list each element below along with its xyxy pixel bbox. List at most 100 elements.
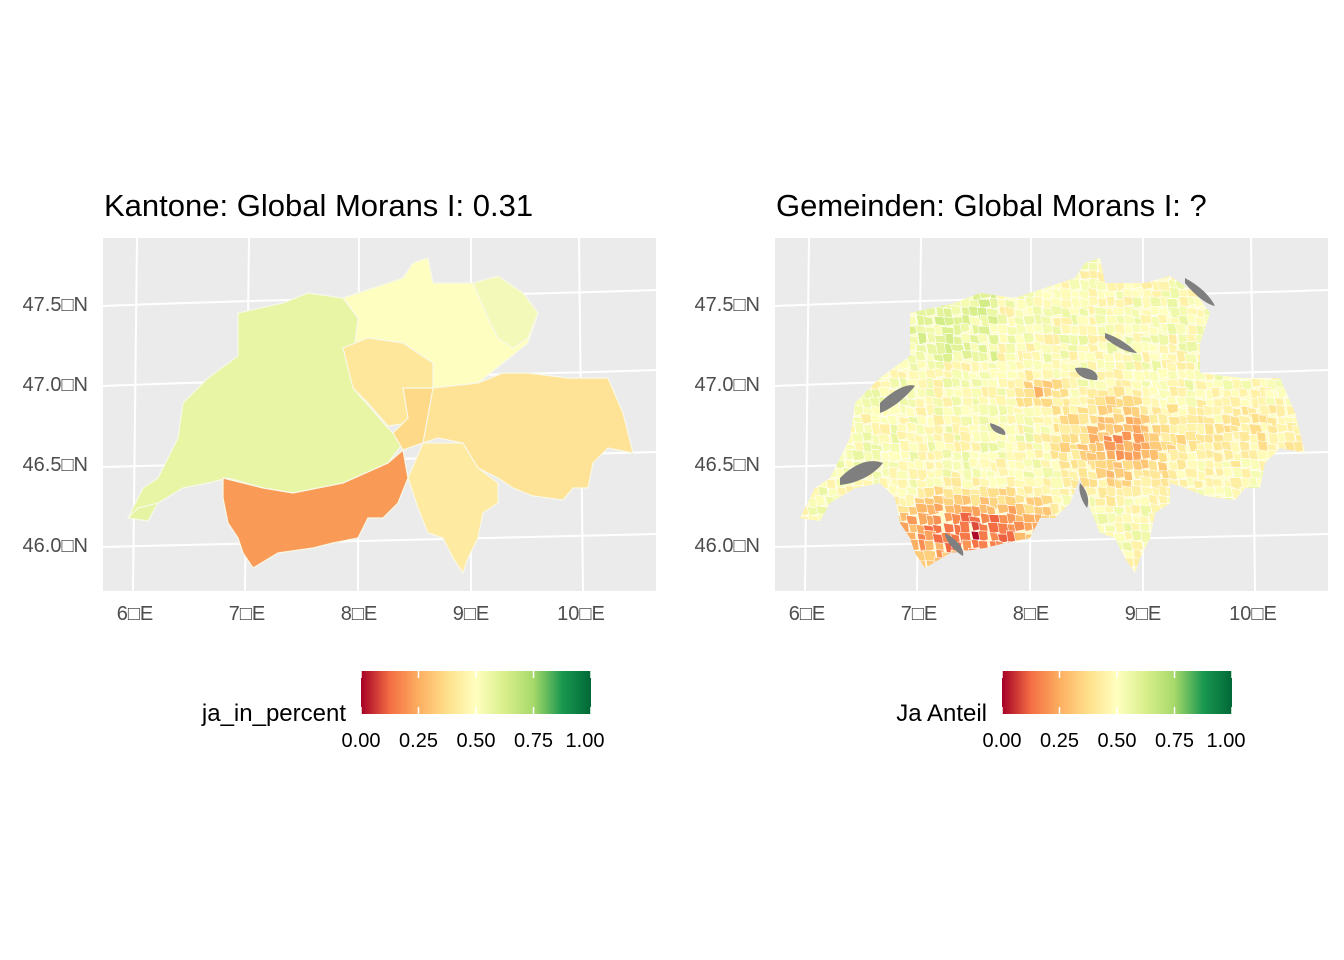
municipality-cell — [1158, 549, 1172, 563]
municipality-cell — [906, 577, 916, 588]
municipality-cell — [1049, 476, 1064, 491]
municipality-cell — [1058, 522, 1070, 537]
municipality-cell — [1202, 343, 1218, 356]
municipality-cell — [1311, 390, 1321, 403]
municipality-cell — [1221, 532, 1233, 547]
municipality-cell — [1139, 258, 1152, 265]
municipality-cell — [890, 287, 902, 299]
municipality-cell — [861, 305, 873, 319]
municipality-cell — [952, 451, 963, 462]
municipality-cell — [1061, 494, 1074, 507]
municipality-cell — [807, 386, 821, 399]
municipality-cell — [1301, 416, 1305, 428]
municipality-cell — [1258, 314, 1273, 330]
municipality-cell — [861, 479, 874, 491]
municipality-cell — [1276, 299, 1292, 312]
municipality-cell — [1176, 258, 1191, 268]
municipality-cell — [1193, 560, 1204, 573]
municipality-cell — [869, 548, 885, 563]
municipality-cell — [1202, 485, 1217, 497]
municipality-cell — [969, 577, 982, 587]
municipality-cell — [1294, 567, 1305, 573]
municipality-cell — [970, 360, 981, 374]
municipality-cell — [1007, 258, 1022, 269]
municipality-cell — [945, 579, 956, 591]
municipality-cell — [1077, 412, 1090, 426]
municipality-cell — [1294, 353, 1305, 367]
municipality-cell — [1275, 577, 1288, 587]
municipality-cell — [923, 316, 934, 327]
municipality-cell — [1075, 378, 1090, 389]
municipality-cell — [817, 333, 831, 346]
municipality-cell — [1220, 261, 1235, 275]
municipality-cell — [958, 520, 971, 536]
municipality-cell — [987, 262, 1001, 275]
municipality-cell — [925, 258, 938, 264]
municipality-cell — [952, 260, 967, 272]
municipality-cell — [1265, 279, 1276, 290]
municipality-cell — [898, 305, 914, 317]
municipality-cell — [1203, 359, 1217, 372]
municipality-cell — [800, 468, 803, 481]
map-title: Kantone: Global Morans I: 0.31 — [104, 188, 534, 223]
municipality-cell — [871, 298, 884, 309]
municipality-cell — [826, 277, 839, 289]
municipality-cell — [852, 297, 864, 311]
municipality-cell — [1283, 515, 1297, 528]
legend-tick-label: 0.50 — [456, 730, 496, 752]
municipality-cell — [806, 325, 820, 338]
municipality-cell — [980, 262, 991, 276]
municipality-cell — [1264, 352, 1279, 365]
municipality-cell — [817, 389, 829, 402]
municipality-cell — [879, 353, 894, 366]
municipality-cell — [824, 289, 837, 305]
municipality-cell — [1210, 387, 1221, 399]
municipality-cell — [1124, 578, 1137, 588]
municipality-cell — [942, 566, 954, 573]
municipality-cell — [1211, 359, 1225, 370]
municipality-cell — [845, 521, 856, 534]
municipality-cell — [1049, 502, 1060, 516]
municipality-cell — [961, 539, 973, 554]
municipality-cell — [1294, 331, 1305, 343]
municipality-cell — [800, 334, 813, 348]
municipality-cell — [800, 487, 805, 502]
municipality-cell — [1157, 451, 1168, 464]
municipality-cell — [1302, 323, 1305, 336]
municipality-cell — [834, 530, 849, 543]
municipality-cell — [827, 340, 841, 353]
municipality-cell — [859, 502, 872, 516]
municipality-cell — [1294, 577, 1306, 587]
municipality-cell — [1148, 449, 1160, 462]
municipality-cell — [1204, 262, 1214, 277]
municipality-cell — [1130, 271, 1143, 284]
municipality-cell — [859, 315, 873, 330]
municipality-cell — [1259, 287, 1273, 303]
municipality-cell — [1076, 512, 1087, 522]
y-tick-label: 47.0□N — [22, 374, 88, 396]
municipality-cell — [1024, 558, 1039, 571]
municipality-cell — [1214, 557, 1227, 568]
municipality-cell — [1086, 579, 1096, 590]
municipality-cell — [1095, 565, 1111, 573]
municipality-cell — [1221, 279, 1232, 290]
municipality-cell — [880, 578, 894, 589]
municipality-cell — [1302, 317, 1305, 329]
municipality-cell — [1204, 496, 1220, 510]
municipality-cell — [871, 260, 882, 274]
municipality-cell — [1301, 557, 1305, 570]
municipality-cell — [1203, 441, 1214, 452]
municipality-cell — [1313, 478, 1323, 488]
municipality-cell — [1031, 521, 1044, 536]
municipality-cell — [932, 514, 942, 526]
municipality-cell — [1222, 578, 1233, 592]
municipality-cell — [899, 567, 911, 573]
municipality-cell — [1034, 559, 1048, 572]
municipality-cell — [905, 314, 918, 327]
municipality-cell — [1014, 260, 1026, 271]
municipality-cell — [1044, 576, 1054, 585]
municipality-cell — [1060, 579, 1072, 590]
municipality-cell — [817, 467, 830, 483]
municipality-cell — [1314, 540, 1325, 554]
municipality-cell — [1222, 466, 1233, 479]
